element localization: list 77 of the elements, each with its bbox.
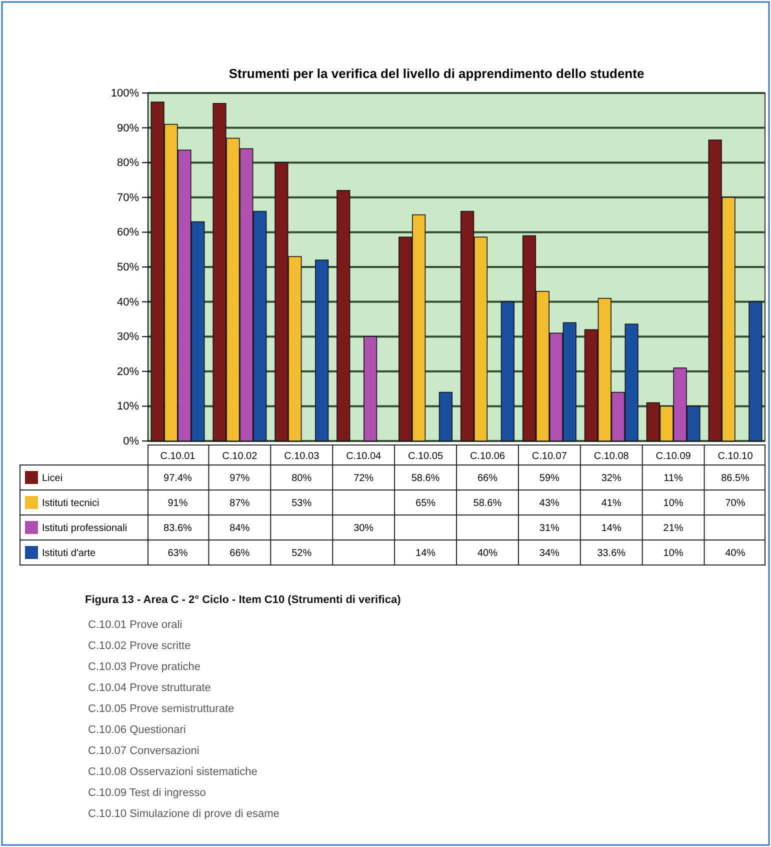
data-label: 58.6% [473,498,502,509]
data-label: 21% [663,523,684,534]
data-label: 66% [477,473,498,484]
data-label: 32% [601,473,622,484]
x-tick-label: C.10.04 [346,451,382,462]
data-label: 87% [230,498,250,509]
data-label: 83.6% [164,523,192,534]
x-tick-label: C.10.01 [160,451,196,462]
bar [336,190,350,442]
text: C.10.01 Prove orali [88,619,182,631]
y-tick-label: 40% [116,296,140,308]
data-label: 97% [230,473,250,484]
legend-label: Istituti tecnici [42,498,100,509]
bar [748,301,762,442]
text: Figura 13 - Area C - 2° Ciclo - Item C10 (Strumenti di verifica) [85,594,402,606]
data-label: 31% [539,523,560,534]
text: C.10.06 Questionari [88,724,186,736]
bar [500,301,514,442]
data-label: 66% [230,548,250,559]
data-label: 53% [292,498,312,509]
data-label: 14% [601,523,622,534]
data-label: 10% [663,498,684,509]
data-label: 65% [416,498,436,509]
x-tick-label: C.10.06 [470,451,506,462]
text: C.10.05 Prove semistrutturate [88,703,234,715]
y-tick-label: 90% [116,122,140,134]
text: C.10.02 Prove scritte [88,640,191,652]
text: C.10.07 Conversazioni [88,745,200,757]
y-tick-label: 20% [116,366,140,378]
data-label: 30% [354,523,374,534]
data-label: 84% [230,523,250,534]
legend-label: Istituti professionali [42,523,128,534]
bar [315,260,329,442]
data-label: 72% [354,473,374,484]
data-label: 70% [725,498,746,509]
data-label: 40% [477,548,498,559]
data-label: 59% [539,473,560,484]
data-label: 14% [416,548,436,559]
y-tick-label: 70% [116,192,140,204]
y-tick-label: 30% [116,331,140,344]
bar [364,336,378,442]
x-tick-label: C.10.08 [594,451,630,462]
data-label: 52% [292,548,312,559]
y-tick-label: 50% [116,262,140,274]
y-tick-label: 10% [116,400,140,413]
data-label: 33.6% [597,548,626,559]
legend-label: Licei [42,473,63,484]
x-tick-label: C.10.10 [718,451,754,462]
data-label: 91% [168,498,188,509]
x-tick-label: C.10.07 [532,451,568,462]
data-label: 11% [664,473,684,484]
data-label: 63% [168,548,188,559]
data-label: 34% [539,548,560,559]
data-label: 43% [539,498,560,509]
y-tick-label: 100% [110,88,140,100]
text: C.10.03 Prove pratiche [88,661,201,673]
x-tick-label: C.10.05 [408,451,444,462]
data-label: 97.4% [164,473,192,484]
x-tick-label: C.10.02 [222,451,258,462]
data-label: 58.6% [411,473,440,484]
data-label: 40% [725,548,746,559]
y-tick-label: 80% [116,157,140,170]
data-label: 41% [601,498,622,509]
y-tick-label: 0% [123,436,140,448]
text: C.10.04 Prove strutturate [88,682,211,694]
x-tick-label: C.10.09 [656,451,692,462]
data-label: 10% [663,548,684,559]
text: C.10.09 Test di ingresso [88,787,206,799]
text: C.10.10 Simulazione di prove di esame [88,808,280,820]
data-label: 86.5% [721,473,750,484]
chart-title: Strumenti per la verifica del livello di apprendimento dello studente [228,66,644,81]
data-label: 80% [292,473,312,484]
text: C.10.08 Osservazioni sistematiche [88,766,258,778]
y-tick-label: 60% [116,226,140,239]
x-tick-label: C.10.03 [284,451,320,462]
bar [438,392,453,442]
legend-label: Istituti d'arte [42,548,96,559]
